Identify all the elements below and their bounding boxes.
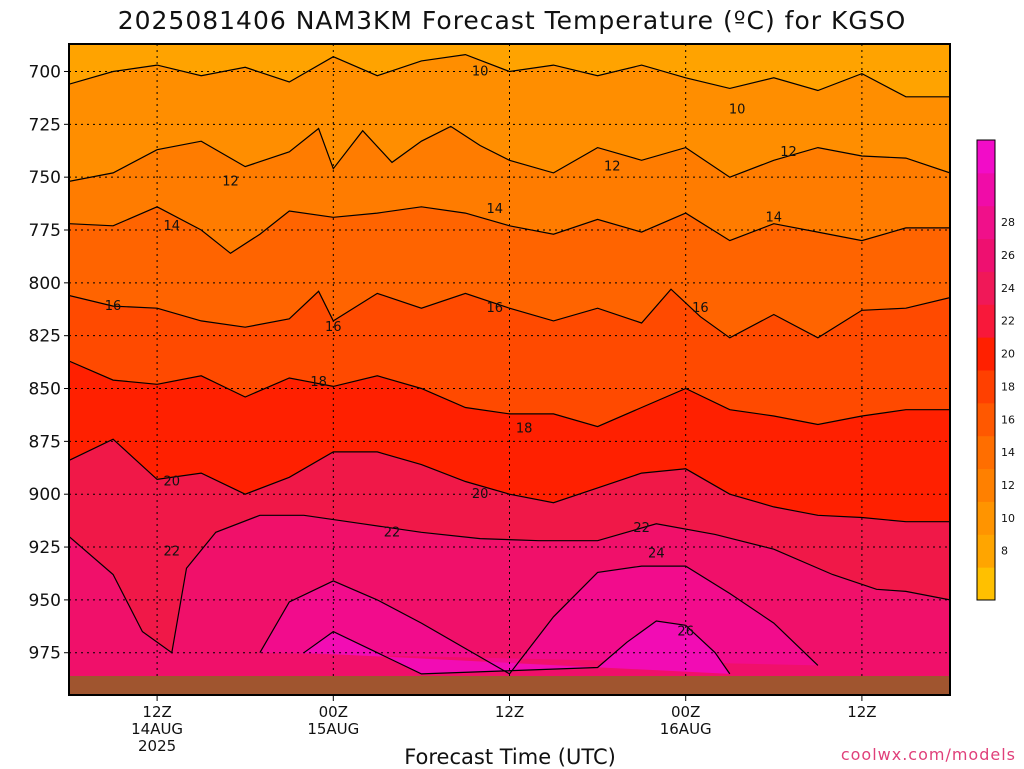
- colorbar-swatch: [977, 205, 995, 240]
- contour-label-12: 12: [222, 174, 239, 189]
- ground-terrain: [69, 675, 950, 695]
- contour-label-16: 16: [105, 299, 122, 314]
- colorbar-label-28: 28: [1001, 216, 1015, 229]
- contour-line-12: [69, 125, 950, 182]
- contour-label-20: 20: [164, 475, 181, 490]
- x-tick-label: 12Z: [495, 703, 524, 721]
- y-tick-label-700: 700: [29, 62, 61, 82]
- x-tick-label: 14AUG: [131, 720, 183, 738]
- y-tick-label-975: 975: [29, 644, 61, 664]
- y-tick-label-925: 925: [29, 538, 61, 558]
- contour-line-16: [69, 288, 950, 339]
- contour-line-14: [69, 206, 950, 255]
- y-tick-label-950: 950: [29, 591, 61, 611]
- band-26_28: [303, 621, 730, 674]
- x-tick-label: 12Z: [847, 703, 876, 721]
- colorbar-swatch: [977, 468, 995, 502]
- contour-label-18: 18: [516, 422, 533, 437]
- x-tick-label: 12Z: [142, 703, 171, 721]
- colorbar-swatch: [977, 172, 995, 207]
- contour-label-16: 16: [487, 301, 504, 316]
- contour-label-12: 12: [604, 160, 621, 175]
- contour-label-10: 10: [729, 103, 746, 118]
- credit-text: coolwx.com/models: [840, 745, 1016, 764]
- colorbar-label-24: 24: [1001, 282, 1015, 295]
- colorbar-swatch: [977, 337, 995, 371]
- colorbar-swatch: [977, 140, 995, 174]
- y-tick-label-725: 725: [29, 115, 61, 135]
- colorbar-label-16: 16: [1001, 413, 1015, 426]
- contour-label-16: 16: [325, 320, 342, 335]
- colorbar-label-14: 14: [1001, 446, 1015, 459]
- colorbar-label-10: 10: [1001, 512, 1015, 525]
- y-tick-label-750: 750: [29, 168, 61, 188]
- y-tick-label-800: 800: [29, 274, 61, 294]
- colorbar-label-22: 22: [1001, 315, 1015, 328]
- contour-label-24: 24: [648, 546, 665, 561]
- colorbar-swatch: [977, 271, 995, 305]
- x-axis-label: Forecast Time (UTC): [404, 745, 616, 769]
- y-tick-label-875: 875: [29, 432, 61, 452]
- colorbar-swatch: [977, 435, 995, 470]
- colorbar-label-26: 26: [1001, 249, 1015, 262]
- colorbar-swatch: [977, 501, 995, 535]
- colorbar-swatch: [977, 567, 995, 601]
- x-tick-label: 16AUG: [660, 720, 712, 738]
- colorbar-swatch: [977, 238, 995, 272]
- contour-label-16: 16: [692, 301, 709, 316]
- contour-label-22: 22: [164, 544, 181, 559]
- y-tick-label-825: 825: [29, 327, 61, 347]
- contour-label-26: 26: [677, 625, 694, 640]
- y-tick-label-775: 775: [29, 221, 61, 241]
- contour-label-10: 10: [472, 64, 489, 79]
- colorbar-label-18: 18: [1001, 380, 1015, 393]
- y-tick-label-900: 900: [29, 485, 61, 505]
- contour-label-14: 14: [487, 202, 504, 217]
- contour-line-18: [69, 360, 950, 428]
- y-tick-label-850: 850: [29, 380, 61, 400]
- contour-label-18: 18: [310, 375, 327, 390]
- contour-line-10: [69, 53, 950, 98]
- x-tick-label: 2025: [138, 737, 176, 755]
- contour-label-14: 14: [766, 210, 783, 225]
- x-tick-label: 15AUG: [307, 720, 359, 738]
- x-tick-label: 00Z: [319, 703, 348, 721]
- colorbar-swatch: [977, 370, 995, 404]
- contour-line-24: [259, 565, 819, 675]
- chart-title: 2025081406 NAM3KM Forecast Temperature (…: [117, 6, 907, 35]
- contour-label-12: 12: [780, 145, 797, 160]
- contour-label-22: 22: [384, 525, 401, 540]
- colorbar-label-20: 20: [1001, 348, 1015, 361]
- contour-label-14: 14: [164, 219, 181, 234]
- colorbar-swatch: [977, 534, 995, 568]
- contour-label-22: 22: [633, 521, 650, 536]
- contour-line-26: [303, 620, 731, 675]
- x-tick-label: 00Z: [671, 703, 700, 721]
- colorbar-label-8: 8: [1001, 545, 1008, 558]
- contour-line-20: [69, 438, 950, 523]
- colorbar-frame: [976, 139, 996, 601]
- colorbar-label-12: 12: [1001, 479, 1015, 492]
- contour-label-20: 20: [472, 487, 489, 502]
- colorbar-swatch: [977, 402, 995, 437]
- contour-line-22: [69, 514, 950, 654]
- colorbar-swatch: [977, 304, 995, 338]
